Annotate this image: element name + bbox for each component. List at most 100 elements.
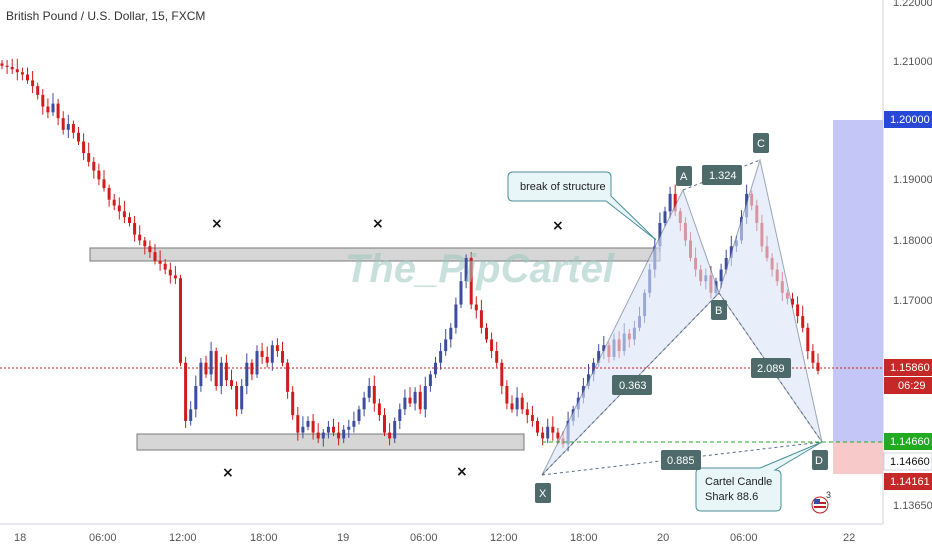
candle-body bbox=[409, 398, 412, 404]
x-mark: × bbox=[456, 464, 468, 480]
candle-body bbox=[143, 240, 146, 246]
candle-body bbox=[286, 363, 289, 392]
event-flag-icon[interactable]: 3 bbox=[812, 490, 831, 513]
x-tick: 12:00 bbox=[169, 532, 197, 544]
candle-body bbox=[720, 270, 723, 282]
candle-body bbox=[16, 69, 19, 72]
candle-body bbox=[133, 223, 136, 235]
candle-body bbox=[281, 351, 284, 363]
candle-body bbox=[148, 246, 151, 252]
time-axis[interactable]: 18 06:00 12:00 18:00 19 06:00 12:00 18:0… bbox=[14, 532, 855, 544]
candle-body bbox=[41, 95, 44, 107]
x-mark: × bbox=[552, 218, 564, 234]
candle-body bbox=[291, 392, 294, 415]
candle-body bbox=[337, 433, 340, 439]
y-tick: 1.18000 bbox=[893, 235, 932, 247]
stop-zone bbox=[833, 442, 883, 474]
candle-body bbox=[240, 386, 243, 409]
candle-body bbox=[31, 80, 34, 86]
candle-body bbox=[36, 86, 39, 95]
candle-body bbox=[179, 278, 182, 362]
shark-pattern bbox=[542, 160, 822, 475]
candle-body bbox=[536, 421, 539, 433]
candle-body bbox=[97, 171, 100, 180]
y-tick: 1.17000 bbox=[893, 295, 932, 307]
candle-body bbox=[352, 421, 355, 427]
candle-body bbox=[322, 433, 325, 439]
price-tag-d-level: 1.14660 bbox=[884, 433, 932, 450]
candle-body bbox=[266, 357, 269, 363]
candle-body bbox=[199, 363, 202, 386]
candle-body bbox=[154, 252, 157, 261]
candle-body bbox=[378, 403, 381, 415]
callout-text: break of structure bbox=[520, 181, 606, 193]
candle-body bbox=[485, 328, 488, 340]
candle-body bbox=[556, 433, 559, 439]
x-tick: 18:00 bbox=[250, 532, 278, 544]
price-tag-last: 1.15860 bbox=[884, 359, 932, 376]
x-mark: × bbox=[372, 216, 384, 232]
candle-body bbox=[434, 363, 437, 375]
candle-body bbox=[301, 427, 304, 433]
candle-body bbox=[546, 427, 549, 439]
callout-text-line1: Cartel Candle bbox=[705, 476, 772, 488]
x-tick: 22 bbox=[843, 532, 855, 544]
point-label-x: X bbox=[535, 483, 551, 503]
candle-body bbox=[245, 363, 248, 386]
x-mark: × bbox=[211, 216, 223, 232]
candle-body bbox=[332, 427, 335, 433]
svg-text:X: X bbox=[539, 488, 547, 500]
candle-body bbox=[454, 305, 457, 328]
candle-body bbox=[6, 66, 9, 67]
candle-body bbox=[164, 264, 167, 270]
candle-body bbox=[215, 351, 218, 386]
candle-body bbox=[811, 351, 814, 363]
candle-body bbox=[398, 409, 401, 421]
ratio-label-bd: 2.089 bbox=[751, 358, 791, 378]
candle-body bbox=[347, 427, 350, 430]
candle-body bbox=[92, 162, 95, 171]
price-tag-d-level-2: 1.14660 bbox=[884, 453, 932, 470]
candle-body bbox=[414, 392, 417, 404]
y-tick: 1.22000 bbox=[893, 0, 932, 9]
candle-body bbox=[46, 107, 49, 113]
candle-body bbox=[11, 67, 14, 69]
candle-body bbox=[664, 211, 667, 223]
svg-text:2.089: 2.089 bbox=[757, 363, 785, 375]
candle-body bbox=[256, 351, 259, 374]
candle-body bbox=[307, 421, 310, 427]
candle-body bbox=[296, 415, 299, 432]
candle-body bbox=[541, 433, 544, 439]
candle-body bbox=[358, 409, 361, 421]
candle-body bbox=[495, 351, 498, 363]
svg-text:D: D bbox=[815, 455, 823, 467]
watermark: The_PipCartel bbox=[345, 247, 615, 291]
candle-body bbox=[159, 261, 162, 264]
x-tick: 18:00 bbox=[570, 532, 598, 544]
candle-body bbox=[57, 104, 60, 119]
x-tick: 06:00 bbox=[410, 532, 438, 544]
candle-body bbox=[52, 104, 55, 113]
candle-body bbox=[490, 339, 493, 351]
candle-body bbox=[505, 386, 508, 403]
candle-body bbox=[817, 363, 820, 371]
price-tag-countdown: 06:29 bbox=[884, 377, 932, 394]
candle-body bbox=[419, 392, 422, 409]
svg-text:0.885: 0.885 bbox=[667, 455, 695, 467]
point-label-b: B bbox=[711, 300, 727, 320]
candle-body bbox=[368, 386, 371, 398]
candle-body bbox=[342, 430, 345, 439]
candle-body bbox=[128, 217, 131, 223]
y-tick: 1.13650 bbox=[893, 500, 932, 512]
candle-body bbox=[1, 63, 4, 65]
candle-body bbox=[806, 328, 809, 351]
candle-body bbox=[261, 351, 264, 357]
x-tick: 19 bbox=[337, 532, 349, 544]
svg-text:06:29: 06:29 bbox=[898, 380, 926, 392]
candle-body bbox=[108, 188, 111, 200]
svg-text:A: A bbox=[680, 171, 688, 183]
candle-body bbox=[801, 316, 804, 328]
svg-text:C: C bbox=[757, 138, 765, 150]
target-zone bbox=[833, 120, 883, 442]
